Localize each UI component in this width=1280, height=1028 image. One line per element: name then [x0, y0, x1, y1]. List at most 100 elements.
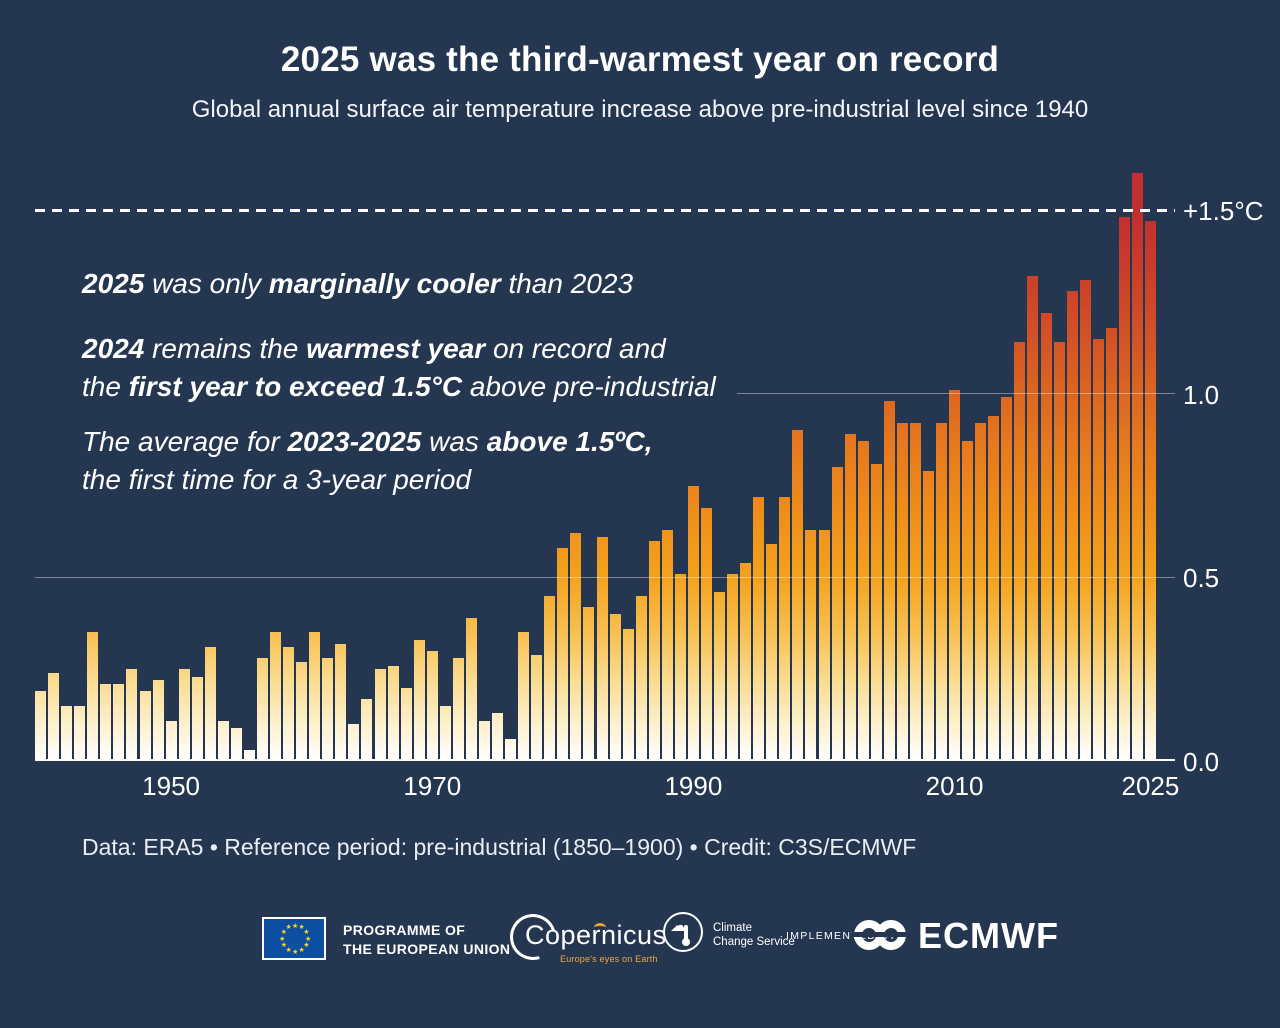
- bar-1942: [61, 705, 73, 761]
- y-tick-1.0: 1.0: [1183, 379, 1220, 410]
- bar-1951: [178, 669, 190, 761]
- gridline-0-5: [35, 577, 1175, 578]
- bar-2003: [857, 441, 869, 761]
- bar-1964: [348, 724, 360, 761]
- y-tick-+1.5°C: +1.5°C: [1183, 196, 1264, 227]
- bar-1990: [687, 485, 699, 761]
- bar-2005: [883, 401, 895, 761]
- x-tick-1970: 1970: [403, 771, 462, 801]
- bar-1983: [596, 536, 608, 761]
- c3s-line1: Climate: [713, 922, 752, 934]
- eu-star-icon: ★: [298, 924, 305, 932]
- bar-1960: [296, 661, 308, 761]
- bar-1945: [100, 683, 112, 761]
- eu-programme-line1: PROGRAMME OF: [343, 922, 466, 938]
- bar-1956: [243, 750, 255, 761]
- bar-1947: [126, 669, 138, 761]
- bar-1982: [583, 606, 595, 761]
- bar-2016: [1027, 276, 1039, 761]
- annotation-2: 2024 remains the warmest year on record …: [82, 333, 716, 402]
- bar-1958: [270, 632, 281, 761]
- bar-1985: [622, 628, 634, 761]
- bar-1987: [648, 540, 660, 761]
- data-credit: Data: ERA5 • Reference period: pre-indus…: [82, 834, 917, 860]
- bar-1997: [779, 496, 791, 761]
- copernicus-accent-icon: [594, 923, 606, 932]
- bar-1966: [374, 669, 386, 761]
- page-subtitle: Global annual surface air temperature in…: [191, 96, 1089, 123]
- climate-change-service-logo: ☁ Climate Change Service: [663, 912, 833, 964]
- bar-2017: [1040, 312, 1052, 761]
- bar-1977: [518, 632, 530, 761]
- y-tick-0.0: 0.0: [1183, 747, 1220, 777]
- bar-1952: [191, 676, 203, 761]
- thermometer-bulb-icon: [682, 938, 690, 946]
- eu-star-icon: ★: [298, 946, 305, 954]
- bar-2024: [1131, 173, 1143, 761]
- ecmwf-slit: [852, 932, 910, 937]
- bar-1950: [165, 720, 177, 761]
- bar-1989: [674, 573, 686, 761]
- eu-star-icon: ★: [303, 929, 310, 936]
- copernicus-tagline: Europe's eyes on Earth: [560, 954, 658, 964]
- bar-2012: [975, 423, 987, 761]
- bar-2008: [922, 470, 934, 761]
- x-tick-1990: 1990: [664, 771, 723, 801]
- bar-1984: [609, 614, 621, 761]
- copernicus-logo: Copernicus Europe's eyes on Earth: [501, 905, 666, 969]
- bar-1948: [139, 691, 151, 761]
- bar-1978: [531, 654, 543, 761]
- cloud-icon: ☁: [670, 916, 687, 935]
- bar-1944: [87, 632, 99, 761]
- eu-star-icon: ★: [279, 935, 286, 943]
- bar-1999: [805, 529, 817, 761]
- bar-2025: [1144, 221, 1156, 761]
- eu-star-icon: ★: [292, 922, 299, 930]
- ecmwf-name: ECMWF: [918, 915, 1059, 956]
- bar-1959: [283, 647, 295, 761]
- bar-2023: [1118, 217, 1130, 761]
- bar-1965: [361, 698, 373, 761]
- bar-2007: [909, 423, 921, 761]
- bar-2004: [870, 463, 882, 761]
- bar-2009: [936, 423, 947, 761]
- annotation-1: 2025 was only marginally cooler than 202…: [82, 268, 634, 299]
- bar-2022: [1105, 327, 1117, 761]
- bar-2014: [1001, 397, 1013, 761]
- bar-1970: [426, 650, 438, 761]
- eu-programme-label: PROGRAMME OF THE EUROPEAN UNION: [343, 921, 510, 959]
- reference-line-1-5c: [35, 209, 1175, 212]
- bar-1980: [557, 548, 569, 761]
- eu-flag-logo: ★ ★ ★ ★ ★ ★ ★ ★ ★ ★ ★ ★: [262, 917, 326, 960]
- bar-1974: [479, 720, 490, 761]
- bar-2011: [962, 441, 974, 761]
- bar-1991: [701, 507, 712, 761]
- bar-2019: [1066, 290, 1078, 761]
- bar-1968: [400, 687, 412, 761]
- bar-1940: [35, 691, 46, 761]
- page-title: 2025 was the third-warmest year on recor…: [280, 40, 1000, 79]
- y-tick-0.5: 0.5: [1183, 563, 1220, 594]
- bar-2015: [1014, 342, 1026, 761]
- bar-2001: [831, 467, 843, 761]
- bar-2020: [1079, 279, 1091, 761]
- bar-1973: [465, 617, 477, 761]
- bar-1994: [740, 562, 752, 761]
- bar-1998: [792, 430, 804, 761]
- c3s-line2: Change Service: [713, 936, 795, 948]
- bar-1976: [505, 739, 517, 761]
- bar-2013: [988, 415, 1000, 761]
- bar-2010: [949, 390, 961, 761]
- bar-1969: [413, 639, 425, 761]
- bar-1949: [152, 680, 164, 761]
- gridline-1-0: [737, 393, 1175, 394]
- bar-1986: [635, 595, 647, 761]
- eu-star-icon: ★: [303, 942, 310, 949]
- bar-1992: [714, 592, 725, 761]
- eu-star-icon: ★: [305, 935, 312, 943]
- eu-star-icon: ★: [285, 946, 292, 954]
- bar-1963: [335, 643, 347, 761]
- bar-1996: [766, 544, 778, 761]
- eu-star-icon: ★: [285, 924, 292, 932]
- bar-2002: [844, 434, 856, 761]
